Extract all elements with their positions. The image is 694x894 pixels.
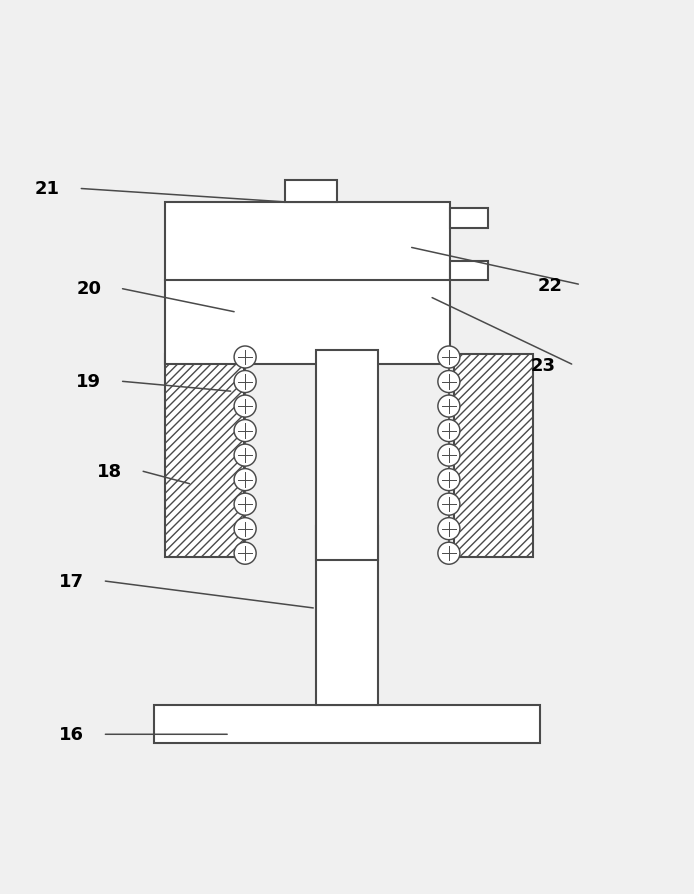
Text: 17: 17 [59, 572, 84, 590]
Circle shape [438, 420, 460, 443]
Bar [164, 203, 450, 365]
Circle shape [438, 543, 460, 565]
Text: 18: 18 [97, 462, 122, 480]
Circle shape [438, 493, 460, 516]
Bar [154, 704, 540, 743]
Circle shape [438, 371, 460, 393]
Circle shape [234, 493, 256, 516]
Bar [285, 181, 337, 203]
Text: 21: 21 [35, 180, 60, 198]
Bar [450, 261, 488, 281]
Circle shape [234, 469, 256, 491]
Circle shape [234, 519, 256, 540]
Text: 23: 23 [531, 357, 556, 375]
Text: 22: 22 [538, 276, 563, 294]
Circle shape [438, 469, 460, 491]
Bar [454, 354, 533, 557]
Circle shape [234, 543, 256, 565]
Bar [450, 209, 488, 228]
Circle shape [234, 420, 256, 443]
Circle shape [438, 444, 460, 467]
Bar [164, 354, 244, 557]
Text: 16: 16 [59, 725, 84, 744]
Circle shape [438, 347, 460, 368]
Circle shape [234, 396, 256, 417]
Bar [316, 350, 378, 561]
Bar [316, 526, 378, 704]
Circle shape [438, 519, 460, 540]
Circle shape [234, 347, 256, 368]
Text: 20: 20 [76, 280, 101, 298]
Circle shape [234, 444, 256, 467]
Circle shape [234, 371, 256, 393]
Circle shape [438, 396, 460, 417]
Text: 19: 19 [76, 373, 101, 391]
